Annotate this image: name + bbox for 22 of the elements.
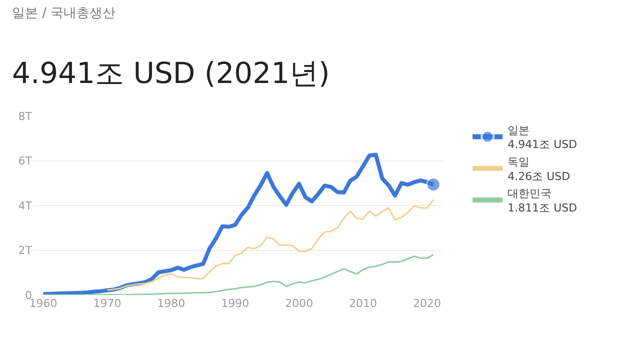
x-tick-label: 1980 (157, 297, 186, 310)
text: 4.26조 USD (508, 170, 570, 183)
text: 4.941조 USD (508, 138, 578, 152)
line-series (106, 198, 434, 291)
y-tick-label: 0 (25, 288, 32, 302)
legend-label: 대한민국 (508, 187, 552, 200)
line-series (42, 254, 434, 295)
chart-subtitle: 일본 / 국내총생산 (12, 6, 116, 21)
x-tick-label: 2000 (285, 297, 314, 310)
x-tick-label: 2020 (413, 297, 442, 310)
y-tick-label: 6T (18, 154, 32, 168)
x-tick-label: 2010 (349, 297, 378, 310)
legend-label: 일본 (508, 124, 530, 137)
x-tick-label: 1990 (221, 297, 250, 310)
y-tick-label: 2T (18, 244, 32, 258)
x-tick-label: 1970 (93, 297, 122, 310)
y-tick-label: 8T (18, 110, 32, 123)
legend-label: 독일 (508, 156, 530, 169)
x-tick-label: 1960 (29, 297, 58, 310)
y-tick-label: 4T (18, 199, 32, 212)
chart-title: 4.941조 USD (2021년) (12, 56, 330, 90)
text: 1.811조 USD (508, 201, 578, 214)
